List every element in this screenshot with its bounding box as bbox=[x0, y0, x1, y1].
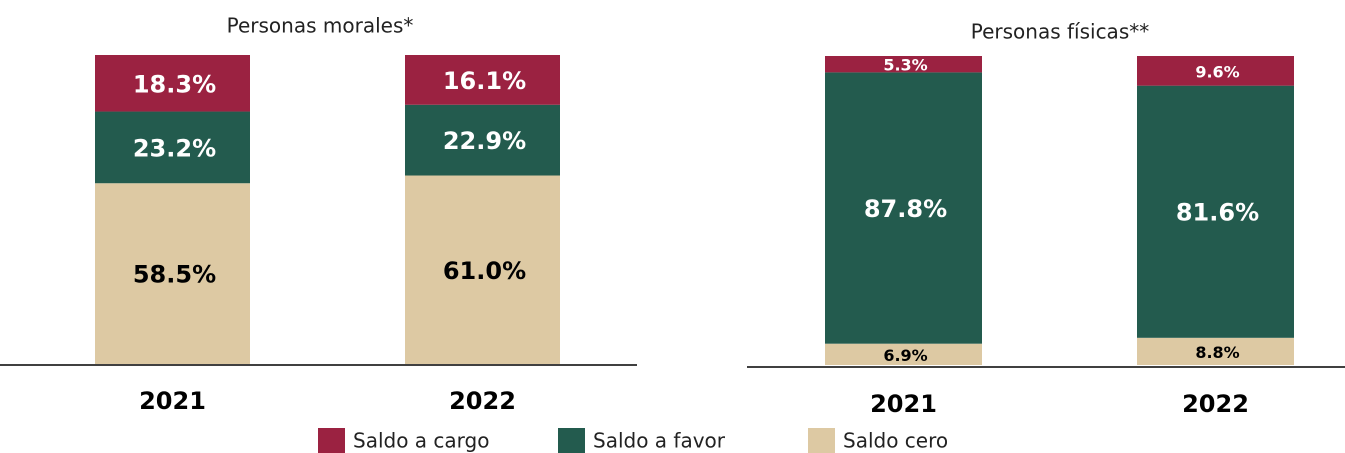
bar-segment bbox=[825, 72, 982, 344]
legend-swatch bbox=[558, 428, 585, 453]
data-label: 23.2% bbox=[133, 134, 216, 162]
data-label: 18.3% bbox=[133, 70, 216, 98]
data-label: 6.9% bbox=[883, 346, 927, 365]
bar-segment bbox=[95, 55, 250, 112]
bar-segment bbox=[1137, 56, 1294, 86]
data-label: 87.8% bbox=[864, 195, 947, 223]
data-label: 58.5% bbox=[133, 261, 216, 289]
bar-segment bbox=[1137, 337, 1294, 365]
data-label: 5.3% bbox=[883, 56, 927, 75]
x-tick-label: 2022 bbox=[449, 387, 516, 415]
bar-segment bbox=[95, 183, 250, 364]
data-label: 61.0% bbox=[443, 257, 526, 285]
data-label: 22.9% bbox=[443, 127, 526, 155]
chart-title: Personas físicas** bbox=[971, 20, 1150, 44]
data-label: 8.8% bbox=[1195, 343, 1239, 362]
legend-swatch bbox=[808, 428, 835, 453]
legend-label: Saldo a favor bbox=[593, 429, 726, 453]
x-tick-label: 2021 bbox=[870, 390, 937, 418]
bar-segment bbox=[405, 55, 560, 105]
bar-segment bbox=[95, 111, 250, 184]
legend-label: Saldo cero bbox=[843, 429, 948, 453]
bar-segment bbox=[405, 104, 560, 176]
data-label: 16.1% bbox=[443, 67, 526, 95]
legend-swatch bbox=[318, 428, 345, 453]
bar-segment bbox=[825, 343, 982, 365]
bar-segment bbox=[405, 175, 560, 364]
data-label: 81.6% bbox=[1176, 199, 1259, 227]
x-tick-label: 2021 bbox=[139, 387, 206, 415]
chart-title: Personas morales* bbox=[227, 14, 414, 38]
data-label: 9.6% bbox=[1195, 62, 1239, 81]
x-tick-label: 2022 bbox=[1182, 390, 1249, 418]
legend-label: Saldo a cargo bbox=[353, 429, 489, 453]
bar-segment bbox=[1137, 85, 1294, 338]
bar-segment bbox=[825, 56, 982, 73]
